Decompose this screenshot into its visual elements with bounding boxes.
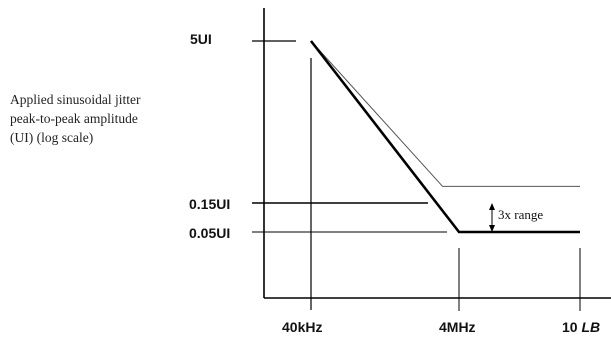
xtick-label-10lb-italic: LB: [581, 319, 600, 335]
range-annotation-label: 3x range: [498, 207, 543, 222]
range-arrow-head-up: [489, 203, 495, 210]
xtick-label-4mhz: 4MHz: [439, 319, 476, 335]
range-annotation: 3x range: [489, 203, 543, 232]
ytick-label-5ui: 5UI: [190, 31, 212, 47]
ytick-label-0-15ui: 0.15UI: [189, 196, 230, 212]
xtick-label-40khz: 40kHz: [282, 319, 322, 335]
series-line-upper: [310, 40, 580, 187]
range-arrow-head-down: [489, 225, 495, 232]
series-line-lower: [309, 40, 580, 234]
ytick-label-0-05ui: 0.05UI: [189, 225, 230, 241]
xtick-label-10lb: 10 LB: [562, 319, 600, 335]
ylabel-line-1: Applied sinusoidal jitter: [10, 92, 141, 107]
ylabel-line-3: (UI) (log scale): [10, 130, 93, 145]
ylabel-line-2: peak-to-peak amplitude: [10, 111, 138, 126]
xtick-label-10lb-prefix: 10: [562, 319, 581, 335]
